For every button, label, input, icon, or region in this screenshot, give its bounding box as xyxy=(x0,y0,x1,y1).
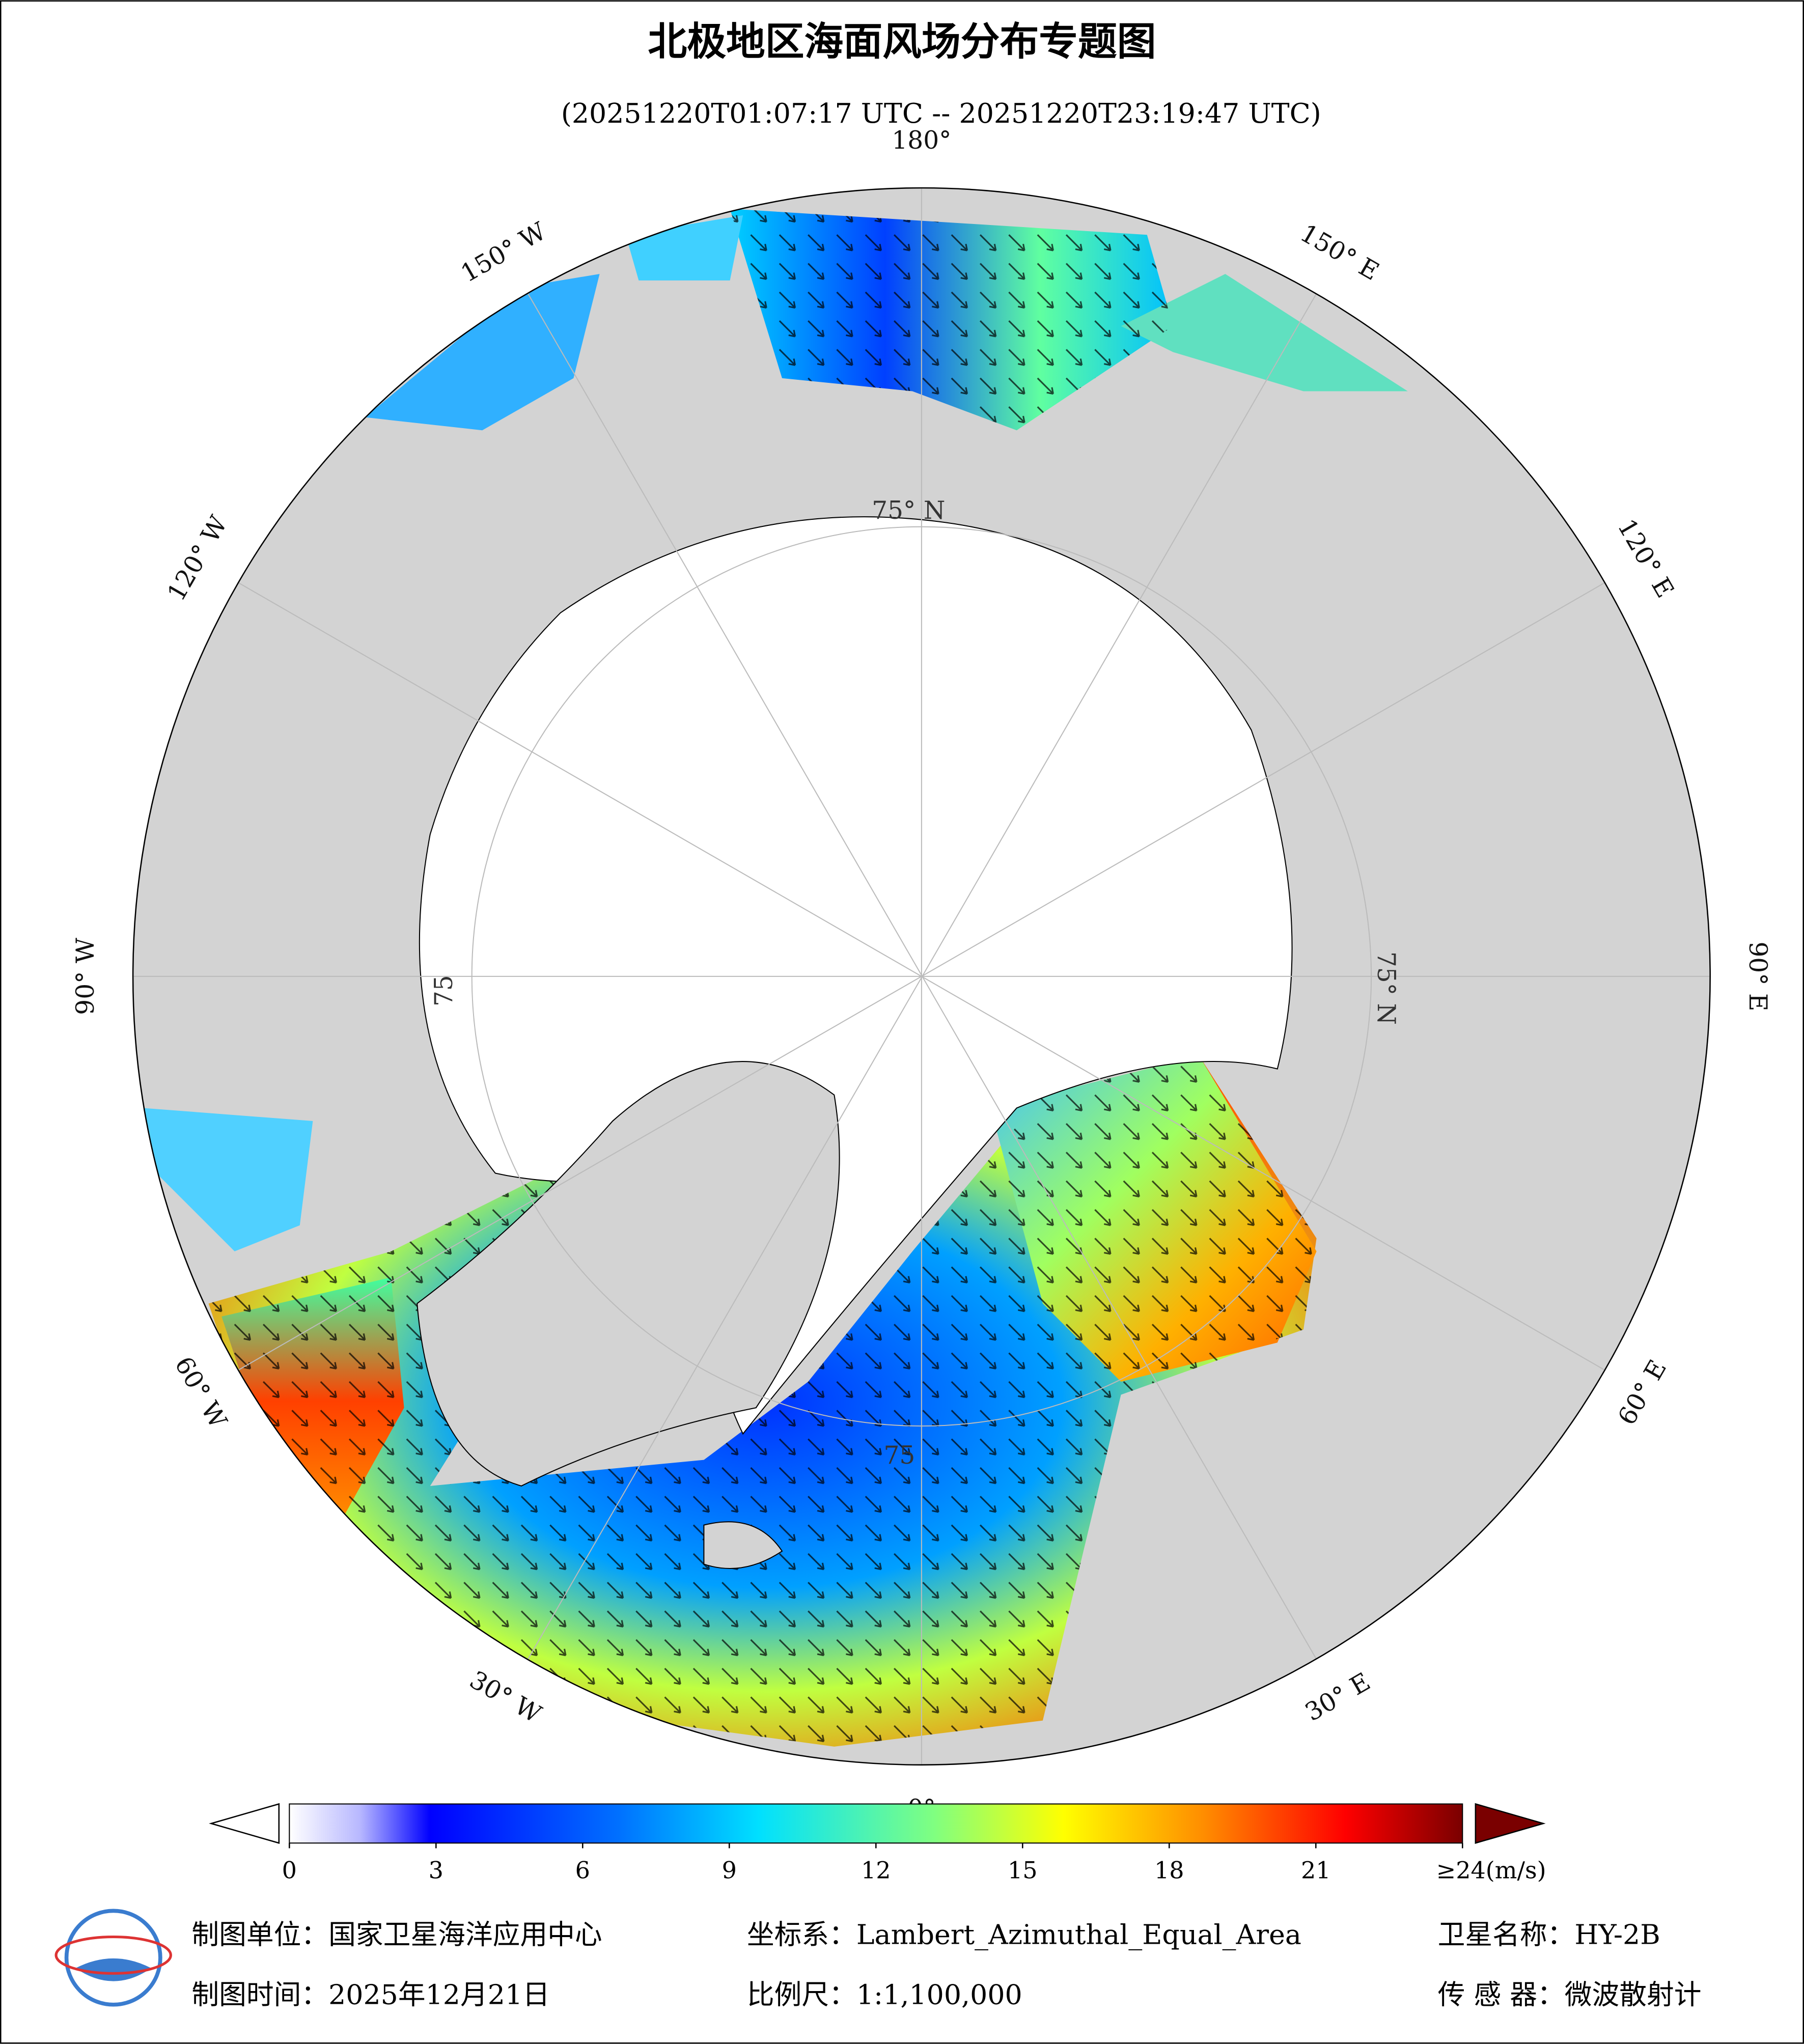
colorbar-tick-label: 0 xyxy=(282,1856,297,1884)
logo xyxy=(54,1909,172,2007)
colorbar-under xyxy=(209,1803,280,1844)
footer-text: 卫星名称：HY-2B xyxy=(1438,1919,1660,1951)
title: 北极地区海面风场分布专题图 xyxy=(648,19,1156,65)
colorbar-tick-label: 21 xyxy=(1301,1856,1331,1884)
iceland xyxy=(703,1521,783,1569)
colorbar-tick-label: 6 xyxy=(575,1856,590,1884)
latitude-label: 75 xyxy=(883,1441,915,1470)
greenland xyxy=(417,1061,840,1487)
latitude-label: 75 xyxy=(430,975,458,1006)
footer-text: 坐标系：Lambert_Azimuthal_Equal_Area xyxy=(747,1919,1301,1951)
colorbar-tick-label: 12 xyxy=(861,1856,891,1884)
colorbar-over xyxy=(1475,1803,1546,1844)
footer-text: 比例尺：1:1,100,000 xyxy=(747,1978,1022,2010)
footer-text: 制图单位：国家卫星海洋应用中心 xyxy=(191,1919,602,1951)
subtitle: (20251220T01:07:17 UTC -- 20251220T23:19… xyxy=(561,97,1321,129)
footer-text: 传 感 器：微波散射计 xyxy=(1438,1978,1702,2010)
wind-arrows xyxy=(208,1056,1317,1747)
colorbar xyxy=(289,1803,1463,1844)
colorbar-tick-label: 15 xyxy=(1008,1856,1038,1884)
map xyxy=(133,188,1710,1765)
graticule xyxy=(133,188,1710,1765)
colorbar-tick-label: 18 xyxy=(1154,1856,1184,1884)
footer-text: 制图时间：2025年12月21日 xyxy=(191,1978,550,2010)
wind-arrows xyxy=(730,209,1173,431)
colorbar-tick-label: ≥24(m/s) xyxy=(1436,1856,1546,1884)
longitude-label: 90° E xyxy=(1743,941,1772,1011)
longitude-label: 180° xyxy=(892,126,951,155)
latitude-label: 75° N xyxy=(1372,951,1400,1025)
colorbar-tick-label: 3 xyxy=(429,1856,443,1884)
wind-field xyxy=(1121,274,1408,391)
colorbar-tick-label: 9 xyxy=(722,1856,737,1884)
wind-field xyxy=(365,274,600,431)
longitude-label: 90° W xyxy=(71,938,100,1015)
sea-ice xyxy=(419,516,1293,1435)
map-border xyxy=(132,187,1711,1766)
wind-field xyxy=(143,1108,313,1252)
latitude-label: 75° N xyxy=(872,496,945,525)
